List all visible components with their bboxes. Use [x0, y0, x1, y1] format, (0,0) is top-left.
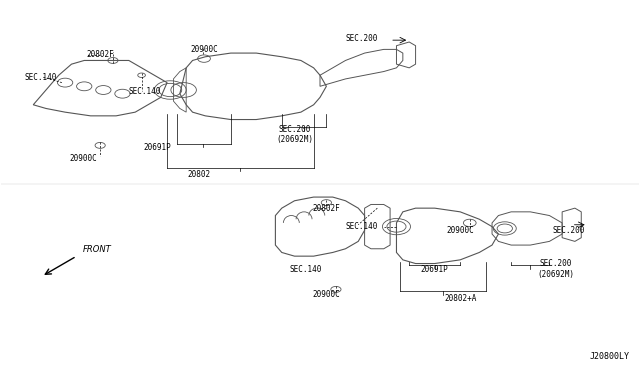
Text: J20800LY: J20800LY — [589, 352, 629, 361]
Text: FRONT: FRONT — [83, 245, 112, 254]
Text: SEC.200: SEC.200 — [345, 34, 378, 43]
Text: SEC.200: SEC.200 — [552, 226, 585, 235]
Text: SEC.140: SEC.140 — [25, 73, 57, 81]
Text: SEC.200
(20692M): SEC.200 (20692M) — [276, 125, 313, 144]
Text: 20802F: 20802F — [86, 51, 114, 60]
Text: 20691P: 20691P — [421, 264, 449, 273]
Text: 20691P: 20691P — [143, 143, 172, 152]
Text: SEC.200
(20692M): SEC.200 (20692M) — [537, 259, 574, 279]
Text: 20802: 20802 — [188, 170, 211, 179]
Text: SEC.140: SEC.140 — [290, 264, 322, 273]
Text: 20900C: 20900C — [69, 154, 97, 163]
Text: 20802F: 20802F — [312, 203, 340, 213]
Text: 20802+A: 20802+A — [444, 294, 476, 303]
Text: SEC.140: SEC.140 — [345, 222, 378, 231]
Text: 20900C: 20900C — [190, 45, 218, 54]
Text: 20900C: 20900C — [446, 226, 474, 235]
Text: 20900C: 20900C — [312, 291, 340, 299]
Text: SEC.140: SEC.140 — [129, 87, 161, 96]
